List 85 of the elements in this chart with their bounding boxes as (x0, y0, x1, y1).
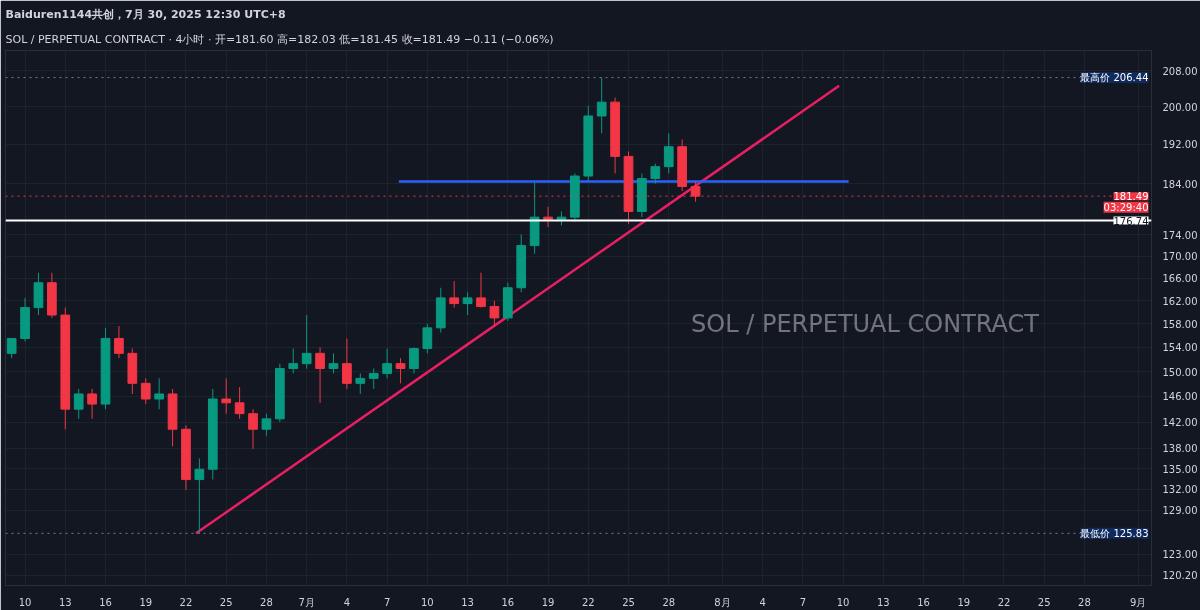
x-tick-label: 22 (997, 596, 1011, 608)
candlestick (422, 323, 433, 354)
x-tick-label: 22 (581, 596, 595, 608)
candlestick (328, 352, 339, 374)
candlestick (596, 77, 607, 134)
x-tick-label: 28 (1078, 596, 1091, 608)
x-tick-label: 16 (99, 596, 112, 608)
candlestick (301, 314, 312, 370)
candlestick (73, 388, 84, 420)
x-tick-label: 28 (260, 596, 273, 608)
ref-line-label: 176.74 (1113, 215, 1149, 227)
x-tick-label: 25 (219, 596, 233, 608)
y-tick-label: 154.00 (1162, 342, 1198, 354)
candlestick (6, 337, 17, 359)
y-tick-label: 146.00 (1162, 391, 1198, 403)
candlestick (194, 457, 205, 534)
x-tick-label: 7 (383, 596, 391, 608)
y-tick-label: 158.00 (1162, 318, 1198, 330)
candlestick (462, 291, 473, 316)
x-tick-label: 28 (662, 596, 676, 608)
candlestick (114, 325, 124, 359)
x-tick-label: 8月 (714, 596, 731, 608)
annotation: SOL / PERPETUAL CONTRACT (691, 309, 1040, 338)
candlestick (315, 346, 325, 404)
x-tick-label: 19 (541, 596, 555, 608)
x-tick-label: 22 (179, 596, 193, 608)
y-tick-label: 162.00 (1162, 295, 1198, 307)
candlestick (342, 337, 352, 390)
candlestick (368, 368, 379, 390)
x-tick-label: 10 (18, 596, 32, 608)
candlestick (261, 413, 272, 437)
x-tick-label: 7月 (298, 596, 315, 608)
x-tick-label: 4 (759, 596, 766, 608)
y-tick-label: 174.00 (1162, 229, 1198, 241)
candlestick (87, 388, 97, 420)
x-tick-label: 19 (139, 596, 153, 608)
y-tick-label: 184.00 (1162, 178, 1198, 190)
x-tick-label: 10 (421, 596, 434, 608)
y-tick-label: 123.00 (1162, 549, 1198, 561)
x-tick-label: 9月 (1129, 596, 1147, 608)
x-tick-label: 13 (58, 596, 72, 608)
y-tick-label: 129.00 (1162, 505, 1198, 517)
y-tick-label: 200.00 (1162, 101, 1198, 113)
x-tick-label: 16 (501, 596, 515, 608)
x-tick-label: 19 (957, 596, 971, 608)
chart-title: Baiduren1144共创，7月 30, 2025 12:30 UTC+8 (5, 7, 286, 21)
y-tick-label: 170.00 (1162, 251, 1198, 263)
y-tick-label: 166.00 (1162, 273, 1198, 285)
candlestick (140, 377, 151, 405)
y-tick-label: 142.00 (1162, 417, 1198, 429)
x-tick-label: 25 (622, 596, 635, 608)
candlestick (663, 132, 674, 175)
ref-line-label: 最高价 206.44 (1080, 72, 1149, 84)
candlestick (154, 377, 165, 410)
y-tick-label: 120.20 (1162, 570, 1198, 582)
candlestick (288, 348, 299, 374)
y-tick-label: 208.00 (1162, 65, 1198, 77)
chart-subtitle: SOL / PERPETUAL CONTRACT · 4小时 · 开=181.60 高=182.03 低=181.45 收=181.49 −0.11 (−0.06%) (5, 32, 554, 46)
candlestick (221, 377, 232, 415)
ref-line-label: 最低价 125.83 (1080, 527, 1149, 539)
x-tick-label: 16 (917, 596, 930, 608)
annotation: 03:29:40 (1103, 201, 1149, 213)
y-tick-label: 150.00 (1162, 366, 1198, 378)
y-tick-label: 192.00 (1162, 139, 1198, 151)
y-tick-label: 138.00 (1162, 443, 1198, 455)
x-tick-label: 4 (343, 596, 351, 608)
candlestick (449, 280, 460, 309)
x-tick-label: 25 (1037, 596, 1051, 608)
candlestick (489, 300, 500, 327)
candlestick (476, 272, 486, 309)
candlestick (543, 206, 553, 228)
candlestick (248, 408, 258, 450)
x-tick-label: 13 (876, 596, 890, 608)
x-tick-label: 10 (836, 596, 850, 608)
y-tick-label: 132.00 (1162, 484, 1198, 496)
candlestick (650, 163, 661, 185)
candlestick (382, 348, 392, 379)
ref-line-label: 181.49 (1113, 191, 1149, 203)
candlestick (234, 386, 245, 420)
x-tick-label: 13 (461, 596, 474, 608)
x-tick-label: 7 (799, 596, 807, 608)
candlestick (409, 346, 419, 374)
candlestick (355, 372, 366, 395)
y-tick-label: 135.00 (1162, 463, 1198, 475)
candlestick (395, 357, 406, 384)
